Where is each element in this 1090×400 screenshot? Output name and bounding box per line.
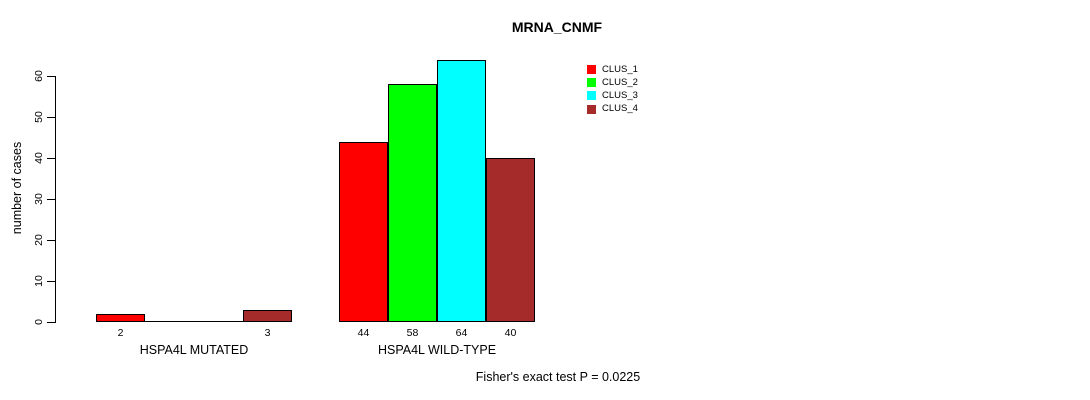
bar-clus-2-group2 <box>388 84 437 322</box>
bar-clus-4-group1 <box>243 310 292 322</box>
bar-value-label-clus-4-group1: 3 <box>264 327 271 339</box>
y-tick-label: 20 <box>32 234 45 246</box>
legend-swatch-clus-3-icon <box>587 91 596 101</box>
bar-value-label-clus-1-group1: 2 <box>117 327 124 339</box>
zero-height-bar-clus-3-group1 <box>194 321 243 322</box>
y-tick-mark <box>47 157 55 159</box>
bar-clus-1-group1 <box>96 314 145 322</box>
legend-label-clus-2: CLUS_2 <box>602 76 638 88</box>
legend-label-clus-4: CLUS_4 <box>602 103 638 115</box>
zero-height-bar-clus-2-group1 <box>145 321 194 322</box>
x-category-label-group1: HSPA4L MUTATED <box>139 343 249 357</box>
y-tick-mark <box>47 75 55 77</box>
bar-clus-3-group2 <box>437 60 486 322</box>
y-tick-label: 10 <box>32 275 45 287</box>
y-tick-label: 60 <box>32 70 45 82</box>
legend-row-clus-2: CLUS_2 <box>587 77 638 88</box>
legend-swatch-clus-2-icon <box>587 78 596 88</box>
y-tick-mark <box>47 280 55 282</box>
x-category-label-group2: HSPA4L WILD-TYPE <box>377 343 497 357</box>
bar-value-label-clus-1-group2: 44 <box>357 327 370 339</box>
bar-clus-1-group2 <box>339 142 388 322</box>
legend: CLUS_1 CLUS_2 CLUS_3 CLUS_4 <box>587 64 638 117</box>
y-axis-label: number of cases <box>10 141 24 235</box>
bar-value-label-clus-3-group2: 64 <box>455 327 468 339</box>
y-tick-mark <box>47 198 55 200</box>
legend-row-clus-1: CLUS_1 <box>587 64 638 75</box>
fisher-test-annotation: Fisher's exact test P = 0.0225 <box>475 370 641 384</box>
legend-row-clus-4: CLUS_4 <box>587 104 638 115</box>
y-tick-label: 40 <box>32 152 45 164</box>
chart-title: MRNA_CNMF <box>511 19 603 35</box>
y-tick-label: 0 <box>32 319 45 325</box>
bar-value-label-clus-2-group2: 58 <box>406 327 419 339</box>
legend-swatch-clus-1-icon <box>587 65 596 74</box>
legend-label-clus-3: CLUS_3 <box>602 89 638 101</box>
bar-value-label-clus-4-group2: 40 <box>504 327 517 339</box>
bar-clus-4-group2 <box>486 158 535 322</box>
y-tick-label: 50 <box>32 111 45 123</box>
y-axis-line <box>55 76 56 323</box>
legend-label-clus-1: CLUS_1 <box>602 63 638 75</box>
y-tick-mark <box>47 116 55 118</box>
y-tick-mark <box>47 321 55 323</box>
y-tick-mark <box>47 239 55 241</box>
legend-swatch-clus-4-icon <box>587 104 596 114</box>
legend-row-clus-3: CLUS_3 <box>587 90 638 101</box>
y-tick-label: 30 <box>32 193 45 205</box>
